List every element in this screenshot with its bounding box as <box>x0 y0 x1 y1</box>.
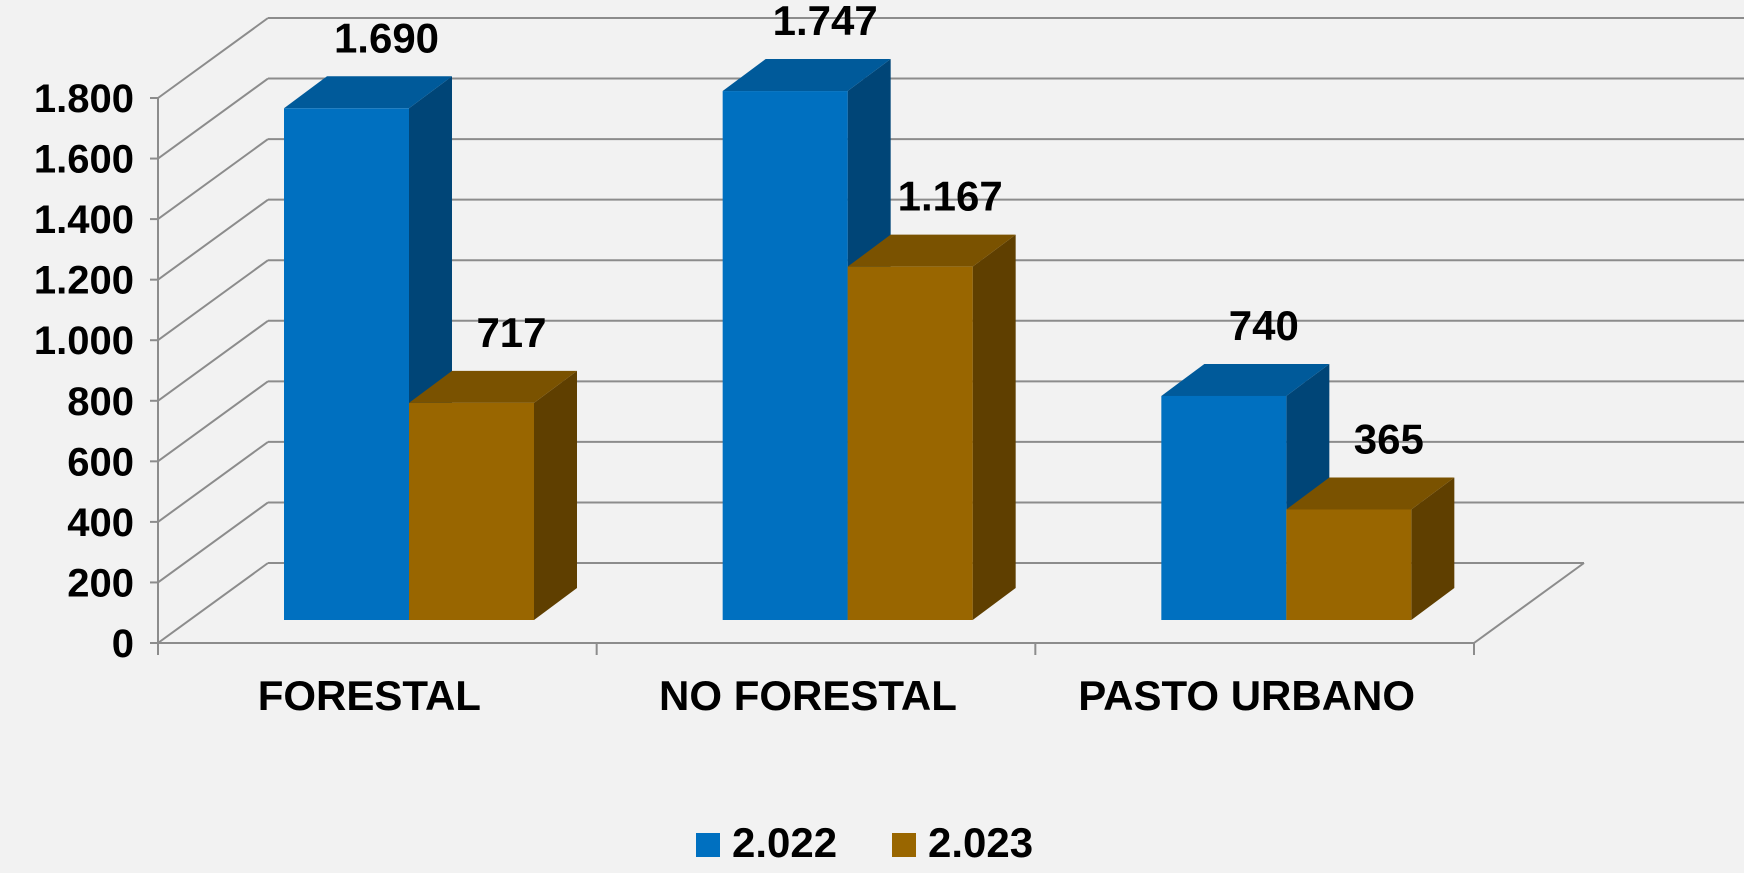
axes: 0 200 400 600 800 1.000 1.200 1.400 1.600 1.800 <box>34 77 1475 666</box>
x-tick-label: FORESTAL <box>258 672 481 719</box>
bar-side <box>1411 477 1455 620</box>
legend-item-0: 2.022 <box>696 819 837 866</box>
y-tick-label: 600 <box>67 440 134 484</box>
gridline-side-3 <box>157 380 269 463</box>
bar-top <box>847 234 1016 267</box>
bar-forestal-1 <box>409 370 577 620</box>
gridline-side-0 <box>157 562 269 644</box>
data-label: 1.747 <box>773 0 878 44</box>
legend-swatch <box>696 833 720 857</box>
legend-item-1: 2.023 <box>892 819 1033 866</box>
bars <box>284 59 1455 621</box>
bar-side <box>534 370 577 620</box>
floor-right-edge <box>1473 562 1585 644</box>
labels: 1.690 717 FORESTAL 1.747 1.167 NO FORESTAL 740… <box>258 0 1424 719</box>
gridline-side-8 <box>157 77 269 160</box>
bar-top <box>284 76 452 109</box>
y-tick-label: 200 <box>67 561 134 605</box>
bar-front <box>409 402 534 620</box>
bar-front <box>1286 509 1412 620</box>
gridline-side-9 <box>157 17 269 99</box>
gridline-side-2 <box>157 441 269 523</box>
y-tick-label: 1.600 <box>34 138 134 182</box>
legend-label: 2.023 <box>928 819 1033 866</box>
bar-no-forestal-1 <box>847 234 1016 621</box>
bar-front <box>722 91 848 620</box>
bar-front <box>1161 395 1287 620</box>
y-tick-label: 1.200 <box>34 259 134 303</box>
legend-swatch <box>892 833 916 857</box>
y-tick-label: 1.400 <box>34 198 134 242</box>
y-tick-label: 1.000 <box>34 319 134 363</box>
gridline-side-1 <box>157 501 269 584</box>
bar-side <box>972 234 1016 621</box>
data-label: 740 <box>1229 302 1299 349</box>
bar-top <box>409 370 577 403</box>
bar-top <box>722 59 891 92</box>
bar-pasto-urbano-1 <box>1286 477 1455 620</box>
gridline-side-6 <box>157 198 269 281</box>
y-tick-label: 0 <box>112 622 134 666</box>
bar-front <box>847 266 973 620</box>
gridline-side-7 <box>157 138 269 220</box>
data-label: 1.167 <box>898 173 1003 220</box>
legend: 2.022 2.023 <box>696 819 1033 866</box>
x-tick-label: NO FORESTAL <box>659 672 957 719</box>
y-tick-label: 800 <box>67 380 134 424</box>
data-label: 717 <box>476 309 546 356</box>
bar-front <box>284 108 409 621</box>
y-tick-label: 1.800 <box>34 77 134 121</box>
legend-label: 2.022 <box>732 819 837 866</box>
y-tick-label: 400 <box>67 501 134 545</box>
data-label: 365 <box>1354 415 1424 462</box>
data-label: 1.690 <box>334 14 439 61</box>
bar-top <box>1161 363 1330 396</box>
gridline-side-4 <box>157 319 269 402</box>
x-tick-label: PASTO URBANO <box>1078 672 1415 719</box>
gridline-side-5 <box>157 259 269 342</box>
bar-top <box>1286 477 1455 510</box>
bar-no-forestal-0 <box>722 59 891 620</box>
